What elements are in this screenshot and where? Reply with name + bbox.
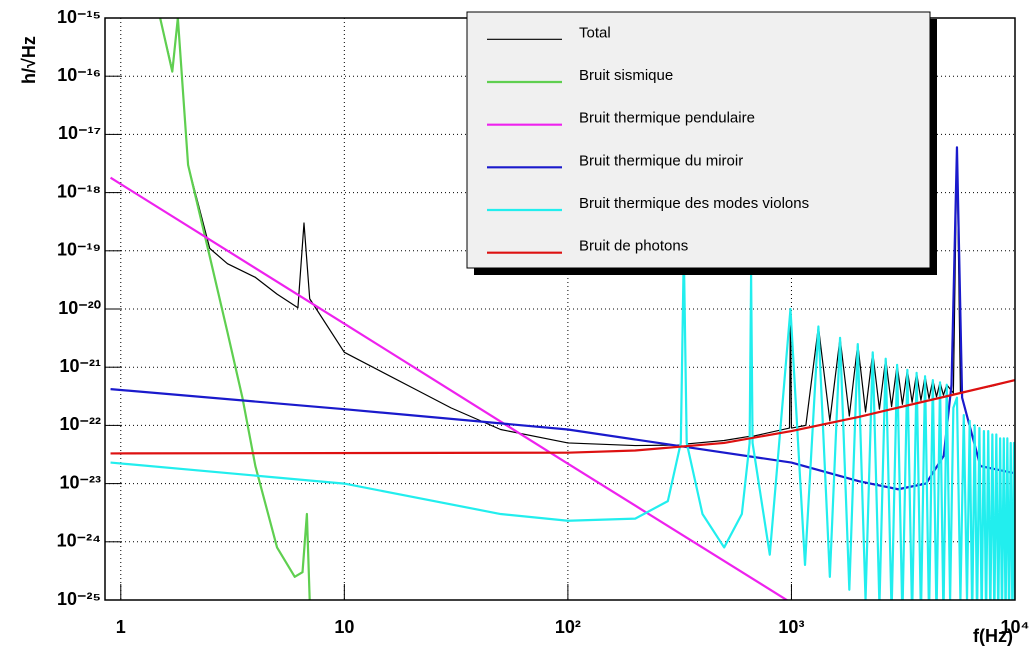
y-tick-label: 10⁻²¹: [59, 356, 101, 376]
y-tick-label: 10⁻²⁴: [57, 531, 101, 551]
series-line: [110, 249, 1015, 600]
y-tick-label: 10⁻²⁰: [58, 298, 101, 318]
legend-label: Bruit thermique pendulaire: [579, 110, 755, 127]
y-tick-label: 10⁻²²: [59, 414, 101, 434]
legend-label: Bruit thermique des modes violons: [579, 195, 809, 212]
y-tick-label: 10⁻²⁵: [57, 589, 101, 609]
plot-lines: [109, 18, 1015, 600]
x-tick-label: 10³: [778, 617, 804, 637]
y-tick-label: 10⁻¹⁹: [57, 240, 101, 260]
x-tick-label: 10⁴: [1001, 617, 1030, 637]
y-tick-label: 10⁻¹⁷: [58, 123, 101, 143]
x-tick-label: 1: [116, 617, 126, 637]
x-tick-label: 10: [334, 617, 354, 637]
legend: Total Bruit sismique Bruit thermique pendu…: [466, 11, 937, 275]
x-tick-label: 10²: [555, 617, 581, 637]
legend-label: Bruit de photons: [579, 238, 688, 255]
axes: 10⁻²⁵ 10⁻²⁴ 10⁻²³ 10⁻²² 10⁻²¹ 10⁻²⁰ 10⁻¹⁹ 10⁻¹⁸…: [57, 7, 1030, 637]
y-tick-label: 10⁻¹⁸: [57, 181, 101, 201]
legend-label: Total: [579, 24, 611, 41]
y-axis-label: h/√Hz: [19, 36, 39, 84]
y-tick-label: 10⁻¹⁵: [57, 7, 101, 27]
series-line: [110, 379, 1015, 455]
legend-label: Bruit sismique: [579, 67, 673, 84]
y-tick-label: 10⁻¹⁶: [57, 65, 101, 85]
y-tick-label: 10⁻²³: [59, 472, 101, 492]
legend-label: Bruit thermique du miroir: [579, 152, 743, 169]
x-axis-label: f(Hz): [973, 626, 1013, 646]
legend-box: [466, 11, 931, 269]
series-line: [109, 176, 789, 600]
series-line: [159, 18, 311, 600]
